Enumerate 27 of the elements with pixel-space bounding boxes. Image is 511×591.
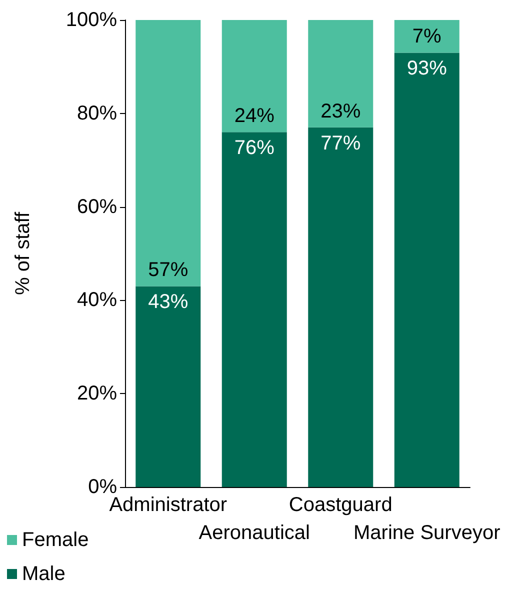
- bar: [394, 20, 460, 53]
- bar: [222, 20, 287, 132]
- data-label: 23%: [320, 100, 361, 122]
- x-tick-label: Marine Surveyor: [354, 522, 501, 544]
- data-label: 93%: [406, 58, 448, 80]
- bar: [394, 52, 460, 487]
- y-tick-label: 60%: [76, 196, 118, 218]
- y-tick-label: 80%: [76, 102, 118, 124]
- legend-label: Male: [22, 563, 66, 585]
- y-axis-title: % of staff: [12, 212, 34, 296]
- data-label: 76%: [234, 137, 275, 160]
- y-tick-label: 20%: [76, 382, 118, 405]
- x-tick-label: Aeronautical: [198, 522, 310, 544]
- data-label: 24%: [234, 105, 275, 128]
- y-tick-label: 100%: [66, 9, 118, 31]
- bar: [136, 286, 201, 487]
- bar: [308, 20, 374, 128]
- data-label: 57%: [148, 259, 188, 282]
- y-tick-label: 40%: [76, 289, 118, 312]
- data-label: 43%: [148, 291, 188, 314]
- x-tick-label: Coastguard: [288, 494, 392, 516]
- bar: [136, 20, 201, 286]
- data-label: 77%: [320, 132, 361, 154]
- bar: [222, 132, 287, 487]
- bar: [308, 127, 374, 487]
- legend-label: Female: [22, 529, 89, 551]
- data-label: 7%: [412, 26, 442, 48]
